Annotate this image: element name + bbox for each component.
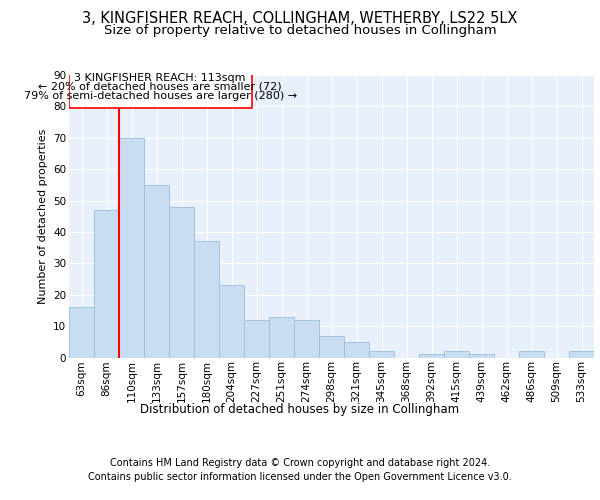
Bar — [219, 286, 244, 358]
Text: Size of property relative to detached houses in Collingham: Size of property relative to detached ho… — [104, 24, 496, 37]
Text: Distribution of detached houses by size in Collingham: Distribution of detached houses by size … — [140, 402, 460, 415]
Bar — [319, 336, 344, 357]
Bar — [419, 354, 444, 358]
Bar — [94, 210, 119, 358]
Bar — [169, 207, 194, 358]
Bar — [244, 320, 269, 358]
Bar — [444, 351, 469, 358]
Bar — [269, 316, 294, 358]
Bar — [144, 185, 169, 358]
Bar — [469, 354, 494, 358]
Text: 3 KINGFISHER REACH: 113sqm: 3 KINGFISHER REACH: 113sqm — [74, 74, 246, 84]
Bar — [519, 351, 544, 358]
Bar — [569, 351, 594, 358]
Text: ← 20% of detached houses are smaller (72): ← 20% of detached houses are smaller (72… — [38, 82, 282, 92]
Text: 79% of semi-detached houses are larger (280) →: 79% of semi-detached houses are larger (… — [23, 90, 297, 101]
Text: 3, KINGFISHER REACH, COLLINGHAM, WETHERBY, LS22 5LX: 3, KINGFISHER REACH, COLLINGHAM, WETHERB… — [82, 11, 518, 26]
Bar — [294, 320, 319, 358]
Bar — [69, 308, 94, 358]
Bar — [194, 242, 219, 358]
FancyBboxPatch shape — [69, 70, 251, 108]
Text: Contains public sector information licensed under the Open Government Licence v3: Contains public sector information licen… — [88, 472, 512, 482]
Bar — [344, 342, 369, 357]
Bar — [119, 138, 144, 358]
Y-axis label: Number of detached properties: Number of detached properties — [38, 128, 47, 304]
Bar — [369, 351, 394, 358]
Text: Contains HM Land Registry data © Crown copyright and database right 2024.: Contains HM Land Registry data © Crown c… — [110, 458, 490, 468]
